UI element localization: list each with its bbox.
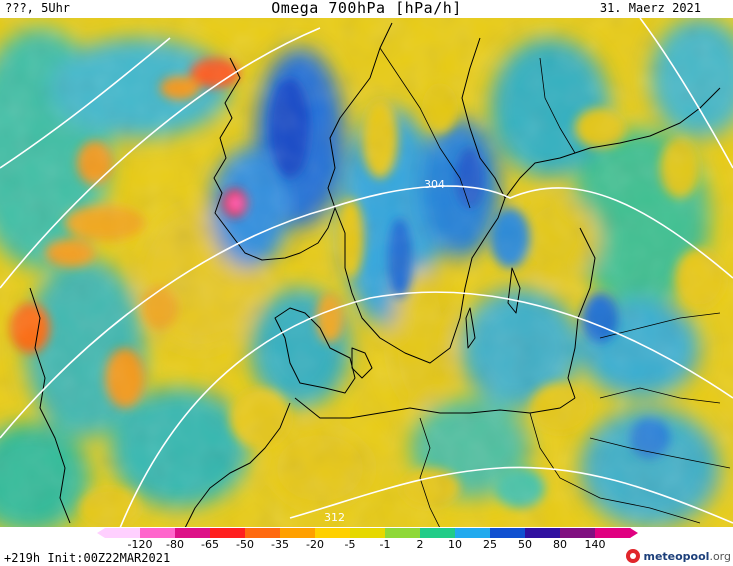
colorbar-ticks: -120 -80 -65 -50 -35 -20 -5 -1 2 10 25 50 80 140: [0, 539, 733, 553]
field-texture: [0, 18, 733, 528]
colorbar-tick-label: 50: [518, 538, 532, 551]
colorbar-segment: [210, 528, 246, 538]
colorbar-tick-label: 2: [416, 538, 424, 551]
brand-main: meteopool: [643, 549, 710, 563]
colorbar-tick-label: -65: [201, 538, 219, 551]
colorbar-tick-label: 25: [483, 538, 497, 551]
colorbar-segment: [525, 528, 561, 538]
weather-map: 304 312: [0, 18, 733, 528]
borders: [379, 47, 731, 528]
coast-uk-east: [29, 287, 71, 524]
contour-312: [289, 466, 733, 524]
map-title: Omega 700hPa [hPa/h]: [271, 0, 462, 17]
contour-north: [0, 27, 321, 289]
brand-logo-block: meteopool.org: [626, 547, 731, 565]
colorbar-segment: [245, 528, 281, 538]
colorbar-low-arrow: [97, 528, 105, 538]
colorbar-segment: [350, 528, 386, 538]
contour-mid: [119, 291, 733, 528]
colorbar-segment: [105, 528, 141, 538]
colorbar-tick-label: -50: [236, 538, 254, 551]
colorbar-tick-label: -5: [344, 538, 356, 551]
colorbar-segment: [490, 528, 526, 538]
coast-netherlands: [184, 402, 291, 528]
colorbar-tick-label: -80: [166, 538, 184, 551]
coast-oland: [465, 307, 476, 349]
header-bar: ???, 5Uhr Omega 700hPa [hPa/h] 31. Maerz…: [0, 0, 733, 18]
forecast-time-label: ???, 5Uhr: [5, 1, 71, 15]
colorbar-tick-label: 80: [553, 538, 567, 551]
contour-label-304: 304: [424, 178, 445, 191]
coast-norway: [213, 22, 393, 261]
coast-germany-poland: [294, 397, 576, 419]
coast-denmark: [274, 307, 356, 394]
colorbar-tick-label: -20: [306, 538, 324, 551]
colorbar-segment: [385, 528, 421, 538]
contour-labels: 304 312: [324, 178, 445, 524]
forecast-date-label: 31. Maerz 2021: [599, 1, 701, 15]
colorbar-segment: [595, 528, 631, 538]
colorbar-segment: [280, 528, 316, 538]
contour-label-312: 312: [324, 511, 345, 524]
contour-ne: [639, 18, 733, 169]
contour-304: [0, 185, 733, 439]
omega-map-svg: 304 312: [0, 18, 733, 528]
coast-finland: [504, 87, 721, 199]
colorbar-segment: [455, 528, 491, 538]
contour-nw: [0, 37, 171, 169]
run-info-label: +219h Init:00Z22MAR2021: [4, 551, 171, 565]
coast-gotland: [507, 267, 521, 314]
colorbar-tick-label: 140: [584, 538, 606, 551]
colorbar-high-arrow: [630, 528, 638, 538]
colorbar-legend: -120 -80 -65 -50 -35 -20 -5 -1 2 10 25 50 80 140 +219…: [0, 527, 733, 566]
colorbar-tick-label: -120: [127, 538, 153, 551]
brand-name: meteopool.org: [643, 550, 731, 563]
brand-suffix: .org: [709, 549, 731, 563]
coast-zealand: [351, 347, 373, 379]
colorbar-tick-label: 10: [448, 538, 462, 551]
colorbar-tick-label: -1: [379, 538, 391, 551]
colorbar: [97, 528, 638, 538]
coastlines: [29, 22, 721, 528]
meteopool-logo-icon: [626, 549, 641, 563]
colorbar-segment: [560, 528, 596, 538]
colorbar-segment: [315, 528, 351, 538]
height-contours: [0, 18, 733, 528]
colorbar-segment: [140, 528, 176, 538]
colorbar-segment: [175, 528, 211, 538]
colorbar-segment: [420, 528, 456, 538]
colorbar-tick-label: -35: [271, 538, 289, 551]
